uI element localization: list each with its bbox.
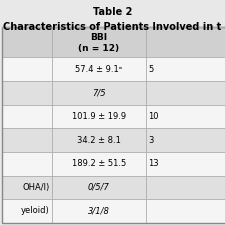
Bar — [52, 152, 146, 176]
Bar — [2, 176, 52, 199]
Bar — [52, 57, 146, 81]
Text: 3/1/8: 3/1/8 — [88, 207, 110, 216]
Bar — [52, 176, 146, 199]
Text: 189.2 ± 51.5: 189.2 ± 51.5 — [72, 159, 126, 168]
Bar — [146, 152, 225, 176]
Text: 10: 10 — [148, 112, 159, 121]
Text: 101.9 ± 19.9: 101.9 ± 19.9 — [72, 112, 126, 121]
Bar — [146, 81, 225, 105]
Bar — [146, 57, 225, 81]
Text: 5: 5 — [148, 65, 154, 74]
Bar — [52, 105, 146, 128]
Text: Table 2: Table 2 — [93, 7, 132, 17]
Bar — [146, 176, 225, 199]
Text: 57.4 ± 9.1ᵃ: 57.4 ± 9.1ᵃ — [75, 65, 123, 74]
Bar — [2, 128, 52, 152]
Text: Characteristics of Patients Involved in t: Characteristics of Patients Involved in … — [3, 22, 222, 32]
Text: OHA/l): OHA/l) — [22, 183, 50, 192]
Text: 13: 13 — [148, 159, 159, 168]
Bar — [146, 128, 225, 152]
Bar — [52, 199, 146, 223]
Text: 34.2 ± 8.1: 34.2 ± 8.1 — [77, 135, 121, 145]
Text: yeloid): yeloid) — [21, 207, 50, 216]
Text: BBI: BBI — [90, 33, 108, 42]
Bar — [146, 199, 225, 223]
Bar — [2, 81, 52, 105]
Text: (n = 12): (n = 12) — [79, 44, 119, 53]
Bar — [2, 152, 52, 176]
Bar — [0, 0, 225, 26]
Bar — [2, 105, 52, 128]
Bar — [146, 27, 225, 57]
Bar — [146, 105, 225, 128]
Text: 3: 3 — [148, 135, 154, 145]
Bar — [2, 27, 52, 57]
Bar — [52, 128, 146, 152]
Bar — [52, 27, 146, 57]
Text: 7/5: 7/5 — [92, 88, 106, 97]
Text: 0/5/7: 0/5/7 — [88, 183, 110, 192]
Bar — [52, 81, 146, 105]
Bar — [2, 57, 52, 81]
Bar — [2, 199, 52, 223]
Bar — [2, 27, 225, 223]
